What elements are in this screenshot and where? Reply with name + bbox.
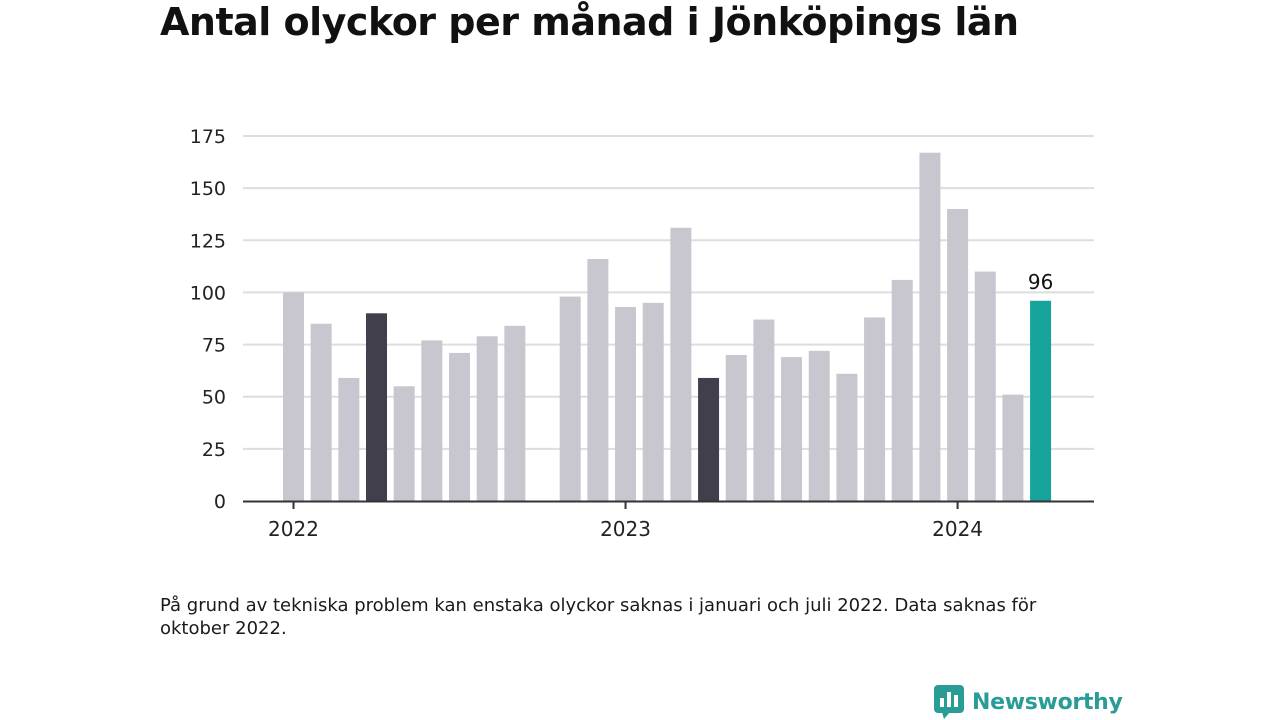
bar bbox=[947, 209, 969, 501]
bar bbox=[283, 292, 304, 501]
bar bbox=[421, 340, 443, 501]
y-tick-label: 0 bbox=[214, 491, 226, 513]
bar bbox=[642, 302, 664, 501]
y-tick-label: 175 bbox=[190, 126, 226, 148]
bar bbox=[781, 357, 803, 501]
bar bbox=[338, 377, 360, 501]
y-tick-label: 100 bbox=[190, 282, 226, 304]
footnote: På grund av tekniska problem kan enstaka… bbox=[160, 595, 1037, 639]
bar bbox=[1030, 300, 1052, 501]
y-tick-label: 25 bbox=[202, 439, 226, 461]
bars bbox=[283, 152, 1052, 501]
data-labels: 96 bbox=[1028, 270, 1053, 294]
x-tick-label: 2023 bbox=[600, 517, 651, 541]
bar bbox=[753, 319, 775, 501]
bar bbox=[366, 313, 388, 501]
bar bbox=[670, 227, 692, 501]
y-tick-label: 125 bbox=[190, 230, 226, 252]
y-tick-label: 75 bbox=[202, 335, 226, 357]
y-tick-label: 50 bbox=[202, 387, 226, 409]
bar bbox=[449, 352, 471, 501]
bar bbox=[864, 317, 886, 501]
bar bbox=[310, 323, 332, 501]
bar bbox=[891, 279, 913, 501]
newsworthy-icon bbox=[934, 685, 964, 719]
chart-title: Antal olyckor per månad i Jönköpings län bbox=[160, 0, 1019, 44]
bar bbox=[836, 373, 858, 501]
bar bbox=[919, 152, 941, 501]
bar bbox=[725, 355, 747, 501]
y-axis-ticks: 0 25 50 75 100 125 150 175 bbox=[190, 126, 226, 513]
data-label: 96 bbox=[1028, 270, 1053, 294]
brand-name: Newsworthy bbox=[972, 689, 1123, 715]
bar bbox=[587, 259, 609, 501]
bar bbox=[615, 307, 637, 501]
bar bbox=[476, 336, 498, 501]
bar bbox=[808, 350, 830, 501]
x-tick-label: 2024 bbox=[932, 517, 983, 541]
x-tick-label: 2022 bbox=[268, 517, 319, 541]
x-axis: 2022 2023 2024 bbox=[243, 500, 1094, 541]
y-tick-label: 150 bbox=[190, 178, 226, 200]
bar bbox=[393, 386, 415, 501]
brand-logo[interactable]: Newsworthy bbox=[934, 684, 1123, 720]
bar bbox=[504, 325, 526, 501]
bar bbox=[698, 377, 720, 501]
bar bbox=[1002, 394, 1024, 501]
bar bbox=[559, 296, 581, 501]
bar-chart: 0 25 50 75 100 125 150 175 96 2022 2023 2024 bbox=[190, 126, 1094, 541]
bar bbox=[974, 271, 996, 501]
